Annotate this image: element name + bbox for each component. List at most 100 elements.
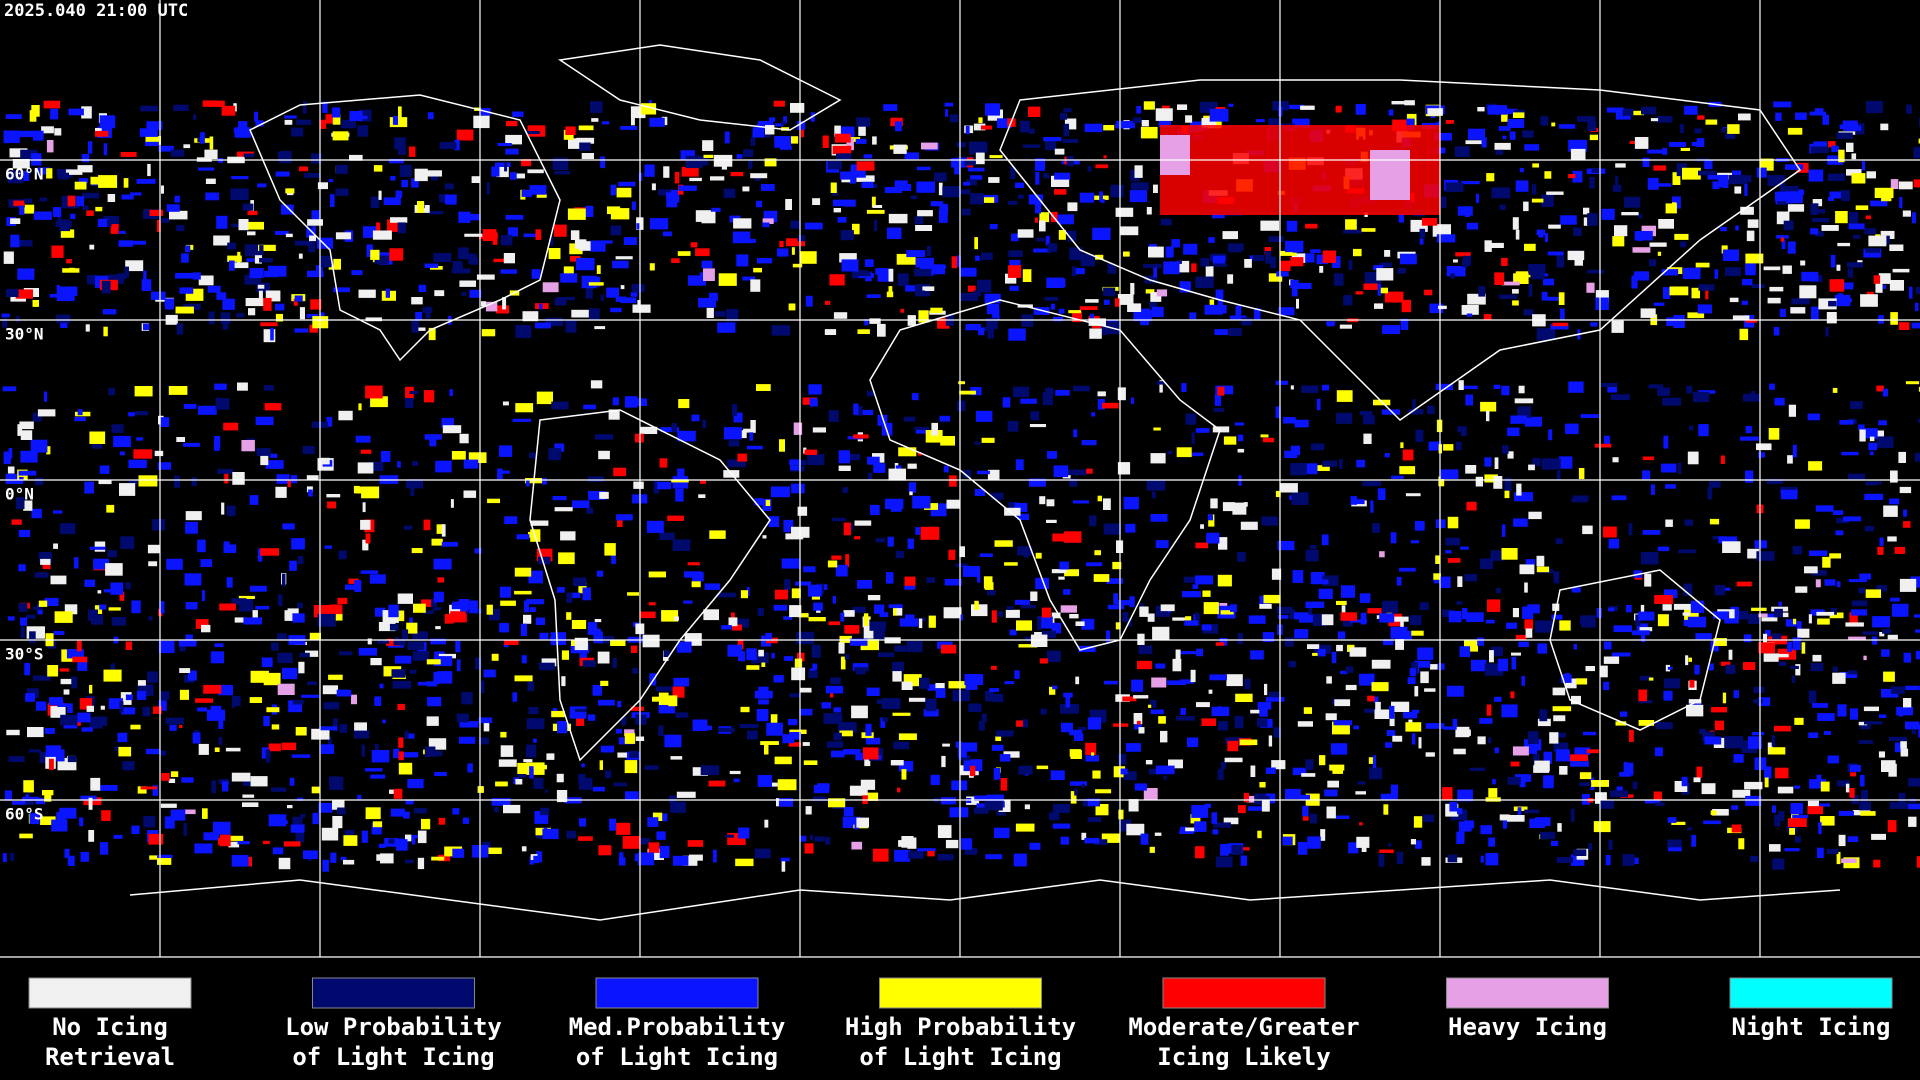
icing-patch [1006,606,1014,610]
icing-patch [1512,746,1529,756]
icing-patch [258,290,263,300]
icing-patch [648,602,656,606]
icing-patch [217,468,234,474]
icing-patch [797,506,808,516]
icing-patch [1185,413,1197,425]
icing-patch [452,261,463,272]
icing-patch [1089,515,1097,527]
icing-patch [1763,266,1781,271]
icing-patch [909,491,913,496]
icing-patch [1525,559,1536,565]
icing-patch [854,520,872,526]
icing-patch [1812,199,1823,207]
icing-patch [1282,836,1293,846]
icing-patch [901,836,914,848]
icing-patch [514,590,532,595]
icing-patch [1227,274,1234,284]
icing-patch [457,247,469,260]
icing-patch [1028,106,1041,117]
icing-patch [1594,443,1612,448]
icing-patch [1547,251,1564,256]
icing-patch [18,470,37,476]
icing-patch [1603,526,1617,538]
icing-patch [935,683,945,689]
icing-patch [592,786,605,792]
icing-patch [370,196,380,209]
icing-patch [1114,298,1121,307]
icing-patch [243,153,255,158]
icing-patch [545,317,564,327]
icing-patch [181,253,189,263]
icing-patch [777,779,797,791]
icing-patch [1638,720,1655,726]
icing-patch [138,475,158,487]
icing-patch [90,176,102,185]
icing-patch [797,235,806,242]
icing-patch [1543,775,1554,789]
icing-patch [1326,676,1332,684]
icing-patch [101,810,111,821]
icing-patch [558,552,575,565]
icing-patch [1795,664,1801,676]
icing-patch [503,804,521,814]
icing-patch [330,194,335,207]
icing-patch [840,171,852,180]
icing-patch [570,230,580,240]
icing-patch [1046,277,1064,288]
icing-patch [979,553,993,557]
icing-patch [1765,629,1771,637]
icing-patch [859,409,874,416]
icing-patch [1631,275,1638,289]
icing-patch [409,669,417,674]
icing-patch [1789,828,1795,835]
icing-patch [32,412,42,422]
icing-patch [958,755,971,761]
icing-patch [63,689,70,695]
icing-patch [1103,523,1121,535]
icing-patch [486,604,493,615]
icing-patch [1118,809,1124,820]
icing-patch [388,604,399,618]
icing-patch [151,291,166,300]
icing-patch [581,275,597,289]
icing-patch [1665,519,1673,527]
icing-patch [1403,712,1418,719]
icing-patch [521,846,527,852]
icing-patch [1091,412,1096,417]
icing-patch [554,443,565,452]
icing-patch [1571,695,1581,705]
icing-patch [780,146,792,150]
icing-patch [1641,106,1657,115]
icing-patch [955,563,969,568]
icing-patch [10,853,15,861]
icing-patch [1758,452,1765,458]
icing-patch [989,155,1003,159]
icing-patch [159,691,170,701]
icing-patch [1392,735,1403,742]
icing-patch [1913,179,1920,188]
icing-patch [1682,167,1701,180]
icing-patch [631,113,635,126]
icing-patch [908,851,924,859]
icing-patch [1484,474,1498,483]
icing-patch [1815,505,1834,512]
icing-patch [455,640,461,653]
icing-patch [1704,160,1713,170]
icing-patch [1389,705,1395,719]
icing-patch [1254,793,1266,805]
icing-patch [1301,385,1319,393]
icing-patch [896,607,903,616]
icing-patch [131,825,140,835]
icing-patch [1784,848,1800,852]
icing-patch [856,175,875,182]
icing-patch [965,125,970,135]
icing-patch [1201,117,1217,128]
icing-patch [965,324,981,331]
icing-patch [1089,313,1094,320]
icing-patch [59,668,70,672]
icing-patch [1110,184,1124,198]
icing-patch [866,687,880,696]
icing-patch [789,605,802,618]
icing-patch [1537,718,1551,727]
